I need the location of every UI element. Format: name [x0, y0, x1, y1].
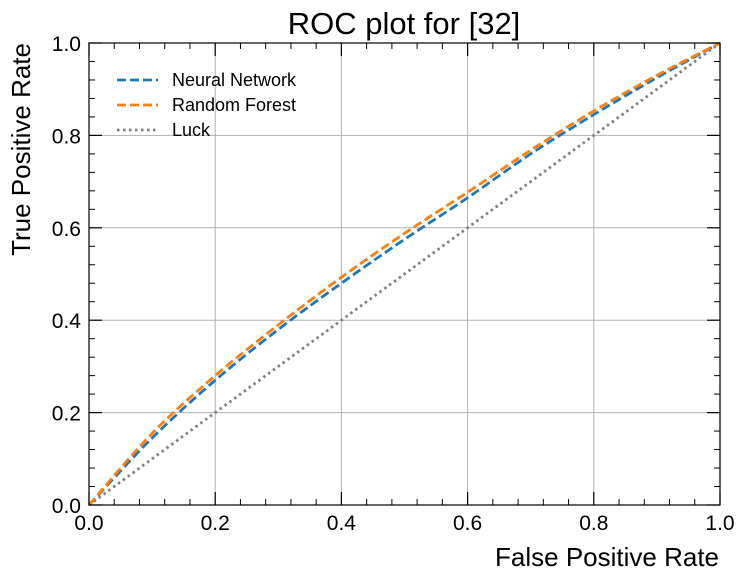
legend-label: Neural Network	[172, 70, 297, 90]
x-tick-label: 0.2	[201, 512, 230, 535]
legend: Neural Network Random Forest Luck	[117, 70, 297, 140]
series-line-neural-network	[87, 41, 721, 506]
y-tick-label: 0.4	[52, 310, 82, 333]
ticks: 0.0 0.2 0.4 0.6 0.8 1.0 0.0 0.2 0.4 0.6 0.8 1.0	[52, 33, 735, 535]
y-tick-label: 0.2	[52, 403, 81, 426]
x-axis-label: False Positive Rate	[495, 542, 719, 572]
legend-label: Random Forest	[172, 95, 296, 115]
x-tick-label: 1.0	[705, 512, 734, 535]
y-tick-label: 1.0	[52, 33, 81, 56]
y-tick-label: 0.0	[52, 495, 81, 518]
x-tick-label: 0.8	[579, 512, 608, 535]
x-tick-label: 0.6	[453, 512, 482, 535]
x-tick-label: 0.4	[327, 512, 357, 535]
legend-label: Luck	[172, 120, 211, 140]
chart-title: ROC plot for [32]	[288, 6, 521, 41]
grid	[89, 43, 720, 505]
y-tick-label: 0.6	[52, 218, 81, 241]
x-tick-label: 0.0	[74, 512, 103, 535]
series-line-luck	[88, 41, 721, 507]
y-tick-label: 0.8	[52, 125, 81, 148]
y-axis-label: True Positive Rate	[6, 43, 36, 256]
plot-frame	[88, 42, 721, 506]
series-line-random-forest	[87, 41, 721, 506]
series-layer	[87, 41, 721, 507]
